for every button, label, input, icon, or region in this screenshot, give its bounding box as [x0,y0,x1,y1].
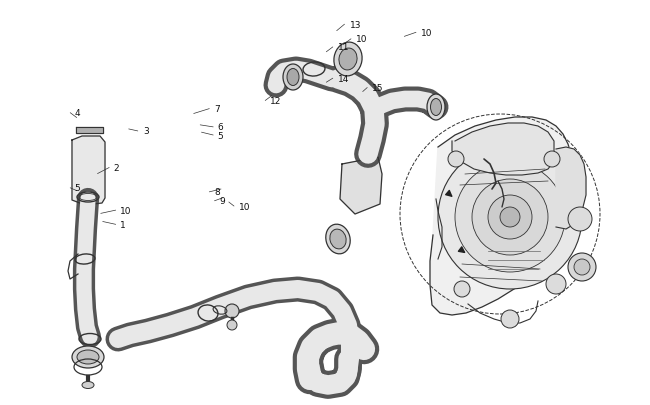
Ellipse shape [82,382,94,388]
Circle shape [455,162,565,272]
Circle shape [574,259,590,275]
Ellipse shape [334,43,362,77]
Text: 15: 15 [372,84,383,93]
Polygon shape [72,136,105,205]
Ellipse shape [430,99,441,116]
Ellipse shape [339,49,357,71]
Ellipse shape [283,65,303,91]
Text: 5: 5 [218,131,224,140]
Text: 4: 4 [75,109,81,118]
Circle shape [544,151,560,168]
Text: 12: 12 [270,97,281,106]
Ellipse shape [287,69,299,86]
Text: 2: 2 [114,164,120,173]
Polygon shape [452,124,554,175]
Circle shape [438,146,582,289]
Polygon shape [76,128,103,134]
Text: 6: 6 [218,123,224,132]
Text: 11: 11 [338,43,350,52]
Circle shape [501,310,519,328]
Ellipse shape [72,346,104,368]
Text: 13: 13 [350,21,361,30]
Circle shape [488,196,532,239]
Ellipse shape [77,350,99,364]
Text: 10: 10 [421,29,433,38]
Circle shape [225,304,239,318]
Text: 14: 14 [338,75,350,83]
Text: 10: 10 [239,202,251,211]
Circle shape [472,179,548,256]
Text: 3: 3 [143,127,149,136]
Circle shape [500,207,520,228]
Text: 10: 10 [356,35,368,44]
Ellipse shape [326,225,350,254]
Circle shape [227,320,237,330]
Text: 9: 9 [220,197,226,206]
Circle shape [568,254,596,281]
Circle shape [454,281,470,297]
Text: 1: 1 [120,220,126,229]
Polygon shape [430,118,574,315]
Text: 7: 7 [214,105,220,114]
Polygon shape [556,148,586,230]
Circle shape [546,274,566,294]
Ellipse shape [330,230,346,249]
Circle shape [568,207,592,231]
Text: 10: 10 [120,206,132,215]
Text: 5: 5 [75,184,81,193]
Text: 8: 8 [214,188,220,197]
Ellipse shape [427,95,445,121]
Circle shape [448,151,464,168]
Polygon shape [340,158,382,215]
